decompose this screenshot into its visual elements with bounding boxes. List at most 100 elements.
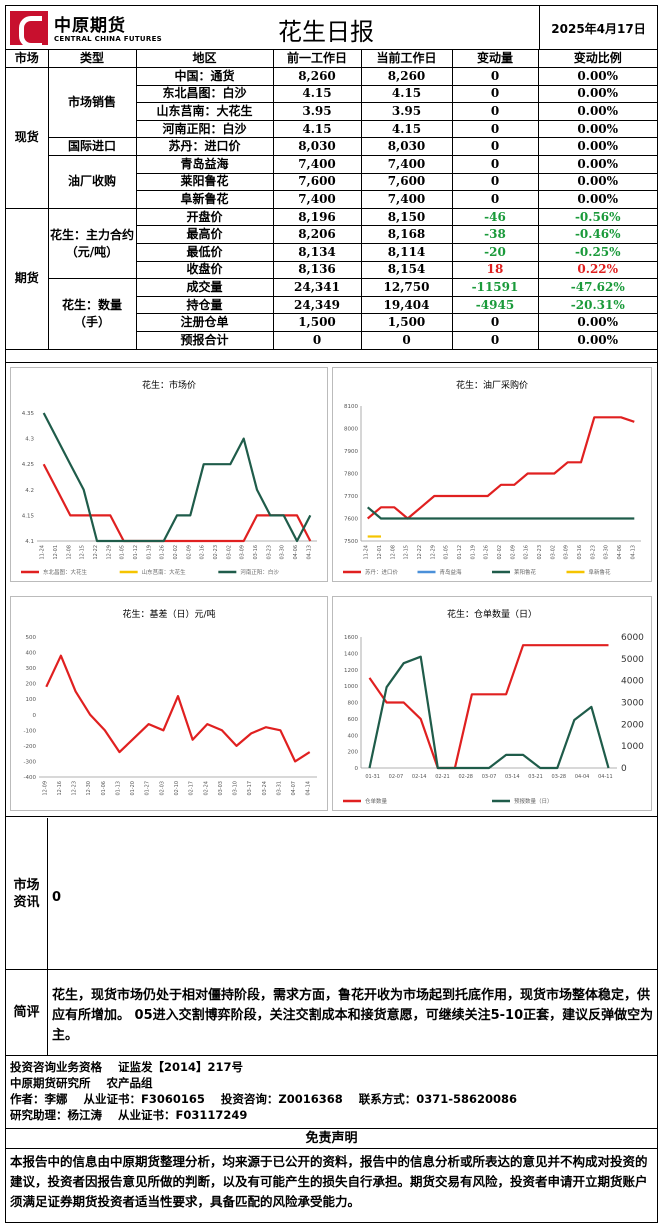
type-qty-label: 花生：数量（手） [48,278,137,350]
y-tick-label: 7800 [344,472,358,478]
x-tick-label: 01-13 [115,781,121,796]
y-tick-label: 100 [26,697,37,703]
legend-label: 阜新鲁花 [589,568,612,576]
x-tick-label: 02-24 [203,781,209,796]
y2-tick-label: 2000 [621,720,644,730]
change-value: 0 [451,313,539,332]
row-name: 莱阳鲁花 [136,172,274,192]
warehouse-receipt-chart: 花生：仓单数量（日） 0 200 400 600 800 1000 1200 1400 1600… [332,596,652,811]
prev-value: 4.15 [272,84,362,104]
x-tick-label: 12-08 [390,545,396,560]
basis-chart: 花生：基差（日）元/吨 -400 -300 -200 -100 0 100 200 300 40… [10,596,328,811]
x-tick-label: 04-04 [575,774,590,780]
y-tick-label: 200 [26,682,37,688]
x-tick-label: 01-05 [444,545,450,560]
prev-value: 8,030 [272,137,362,157]
change-value: 0 [451,84,539,104]
change-pct: 0.00% [537,155,657,174]
change-value: 0 [451,155,539,174]
change-pct: -47.62% [537,278,657,297]
y-tick-label: 1600 [344,635,358,641]
y2-tick-label: 1000 [621,742,644,752]
prev-value: 4.15 [272,119,362,139]
x-tick-label: 12-09 [42,781,48,796]
y-tick-label: 800 [348,701,359,707]
row-name: 阜新鲁花 [136,190,274,209]
assistant-line: 研究助理：杨江涛 从业证书：F03117249 [10,1108,248,1122]
x-tick-label: 04-06 [617,545,623,560]
row-name: 最低价 [136,243,274,262]
change-value: -4945 [451,295,539,315]
x-tick-label: 02-23 [537,545,543,560]
curr-value: 4.15 [360,84,453,104]
change-value: 0 [451,102,539,121]
y-tick-label: 200 [348,750,359,756]
change-pct: -0.56% [537,207,657,227]
x-tick-label: 01-19 [146,545,152,560]
x-tick-label: 01-31 [365,774,380,780]
change-pct: -20.31% [537,295,657,315]
x-tick-label: 12-23 [72,781,78,796]
prev-value: 24,341 [272,278,362,297]
x-tick-label: 03-23 [266,545,272,560]
row-name: 东北昌图：白沙 [136,84,274,104]
qualification-line: 投资咨询业务资格 证监发【2014】217号 [10,1060,244,1074]
chart-title: 花生：基差（日）元/吨 [122,610,216,620]
prev-value: 7,400 [272,155,362,174]
logo-mark-icon [10,11,48,48]
report-frame: 中原期货 CENTRAL CHINA FUTURES 花生日报 2025年4月1… [5,5,658,1223]
x-tick-label: 02-07 [389,774,404,780]
prev-value: 7,400 [272,190,362,209]
table-row: 莱阳鲁花 7,600 7,600 0 0.00% [6,172,657,192]
legend-label: 青岛益海 [440,568,463,576]
y-tick-label: -400 [24,775,37,781]
type-contract-label: 花生：主力合约（元/吨） [47,207,137,280]
change-value: 18 [451,260,539,280]
change-value: 0 [451,67,539,86]
x-tick-label: 01-27 [145,781,151,796]
change-value: -46 [451,207,539,227]
x-tick-label: 12-16 [57,781,63,796]
change-value: 0 [451,331,539,350]
x-tick-label: 03-09 [564,545,570,560]
table-row: 花生：数量（手） 成交量 24,341 12,750 -11591 -47.62… [6,278,657,350]
curr-value: 8,150 [360,207,453,227]
series-line [368,644,609,770]
market-info-text: 0 [52,890,62,905]
prev-value: 7,600 [272,172,362,192]
col-header: 变动量 [451,50,539,69]
y-tick-label: -100 [24,728,37,734]
type-import-label: 国际进口 [48,137,137,157]
x-tick-label: 03-16 [577,545,583,560]
x-tick-label: 02-16 [200,545,206,560]
x-tick-label: 01-06 [101,781,107,796]
curr-value: 19,404 [360,295,453,315]
series-line [366,416,635,520]
comment-section: 简评 花生，现货市场仍处于相对僵持阶段，需求方面，鲁花开收为市场起到托底作用，现… [6,970,657,1056]
chart-title: 花生：市场价 [141,381,196,391]
prev-value: 8,206 [272,225,362,245]
y2-tick-label: 0 [621,764,627,774]
y-tick-label: 600 [348,717,359,723]
col-header: 地区 [135,50,274,69]
col-header: 市场 [6,50,49,69]
change-pct: 0.00% [537,119,657,139]
report-date: 2025年4月17日 [539,6,657,50]
series-line [42,412,312,543]
y-tick-label: 7900 [344,449,358,455]
prev-value: 8,136 [272,260,362,280]
row-name: 中国：通货 [135,67,274,86]
x-tick-label: 01-05 [120,545,126,560]
y-tick-label: 1000 [344,684,358,690]
y-tick-label: 8100 [344,404,358,410]
type-mill-label: 油厂收购 [48,155,137,209]
author-line: 作者：李娜 从业证书：F3060165 投资咨询：Z0016368 联系方式：0… [10,1092,518,1106]
row-name: 注册仓单 [136,313,274,332]
x-tick-label: 03-31 [276,781,282,796]
institute-line: 中原期货研究所 农产品组 [10,1076,153,1090]
x-tick-label: 03-07 [482,774,497,780]
x-tick-label: 01-26 [484,545,490,560]
curr-value: 7,600 [360,172,453,192]
prev-value: 8,134 [272,243,362,262]
x-tick-label: 03-23 [590,545,596,560]
